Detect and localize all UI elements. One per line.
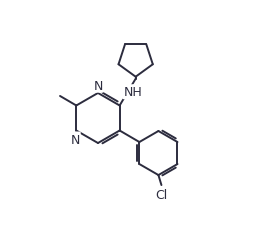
Text: N: N [70,133,80,146]
Text: Cl: Cl [155,188,168,201]
Text: N: N [93,79,103,92]
Text: NH: NH [123,86,142,99]
